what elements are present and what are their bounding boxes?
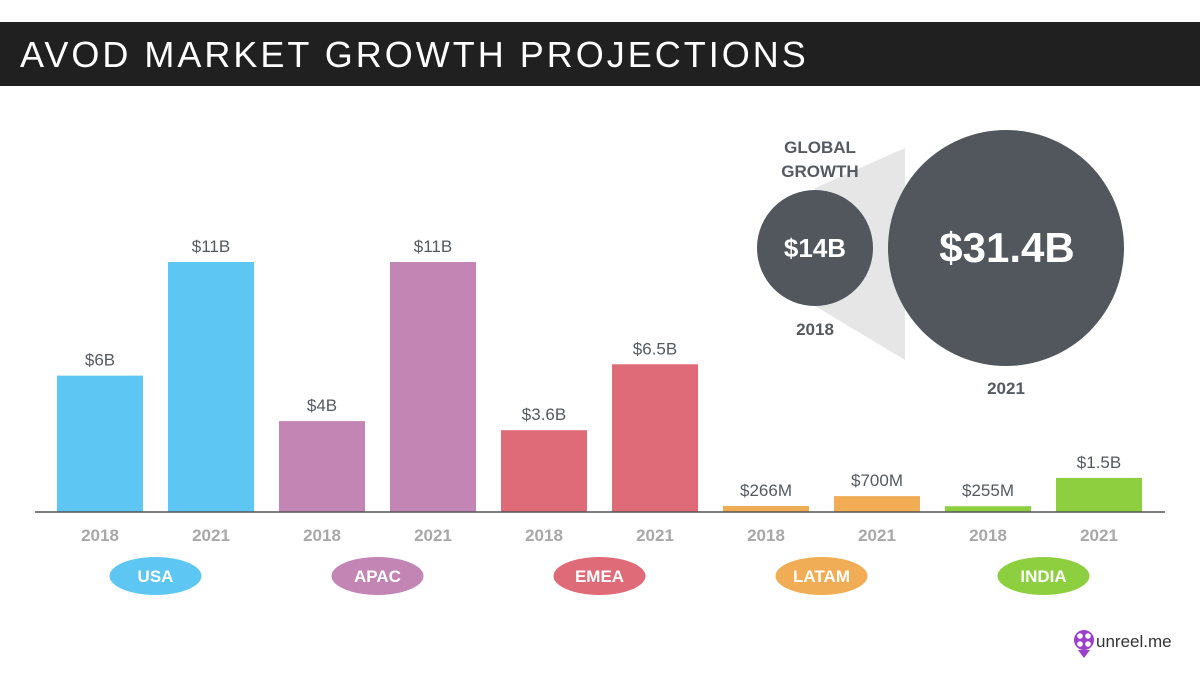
year-label-india-2021: 2021 (1080, 526, 1118, 545)
year-label-usa-2018: 2018 (81, 526, 119, 545)
value-label-apac-2018: $4B (307, 396, 337, 415)
value-label-usa-2021: $11B (192, 237, 230, 256)
bar-usa-2021 (168, 262, 254, 512)
bar-latam-2021 (834, 496, 920, 512)
region-badge-latam (775, 557, 868, 595)
region-badge-usa (109, 557, 202, 595)
global-2021-value: $31.4B (939, 224, 1074, 271)
region-label-usa: USA (138, 567, 174, 586)
year-label-latam-2018: 2018 (747, 526, 785, 545)
bar-india-2021 (1056, 477, 1142, 512)
global-2018-value: $14B (784, 233, 846, 263)
value-label-emea-2021: $6.5B (633, 339, 677, 358)
global-2018-circle (757, 190, 873, 306)
bar-usa-2018 (57, 375, 143, 512)
region-badge-emea (553, 557, 646, 595)
global-2021-circle (888, 130, 1124, 366)
value-label-emea-2018: $3.6B (522, 405, 566, 424)
global-growth-panel: GLOBAL GROWTH $14B $31.4B 2018 2021 (757, 130, 1124, 398)
bar-latam-2018 (723, 505, 809, 512)
region-badge-india (997, 557, 1090, 595)
global-growth-title-line1: GLOBAL (784, 138, 856, 157)
year-label-emea-2021: 2021 (636, 526, 674, 545)
brand-logo: unreel.me (1074, 630, 1172, 658)
year-label-emea-2018: 2018 (525, 526, 563, 545)
global-growth-title-line2: GROWTH (781, 162, 858, 181)
region-badge-apac (331, 557, 424, 595)
value-label-apac-2021: $11B (414, 237, 452, 256)
value-label-india-2018: $255M (962, 481, 1014, 500)
region-label-apac: APAC (354, 567, 401, 586)
global-2018-year: 2018 (796, 320, 834, 339)
year-label-apac-2021: 2021 (414, 526, 452, 545)
region-label-emea: EMEA (575, 567, 624, 586)
bar-emea-2018 (501, 430, 587, 512)
bar-emea-2021 (612, 364, 698, 512)
region-label-latam: LATAM (793, 567, 850, 586)
value-label-latam-2018: $266M (740, 481, 792, 500)
film-reel-icon (1074, 630, 1094, 658)
region-labels: 2018 2021 USA 2018 2021 APAC 2018 2021 EMEA 2018 2… (81, 526, 1118, 595)
title-bar: AVOD MARKET GROWTH PROJECTIONS (0, 22, 1200, 86)
value-label-india-2021: $1.5B (1077, 453, 1121, 472)
global-2021-year: 2021 (987, 379, 1025, 398)
bar-apac-2021 (390, 262, 476, 512)
year-label-latam-2021: 2021 (858, 526, 896, 545)
year-label-usa-2021: 2021 (192, 526, 230, 545)
bar-india-2018 (945, 506, 1031, 512)
year-label-apac-2018: 2018 (303, 526, 341, 545)
region-label-india: INDIA (1020, 567, 1066, 586)
bar-apac-2018 (279, 421, 365, 512)
bars-layer: $6B $11B $4B $11B $3.6B $6.5B $266M $700M $255M $… (57, 237, 1142, 512)
brand-text: unreel.me (1096, 632, 1172, 651)
value-label-latam-2021: $700M (851, 471, 903, 490)
page-title: AVOD MARKET GROWTH PROJECTIONS (20, 34, 809, 75)
value-label-usa-2018: $6B (85, 351, 115, 370)
year-label-india-2018: 2018 (969, 526, 1007, 545)
